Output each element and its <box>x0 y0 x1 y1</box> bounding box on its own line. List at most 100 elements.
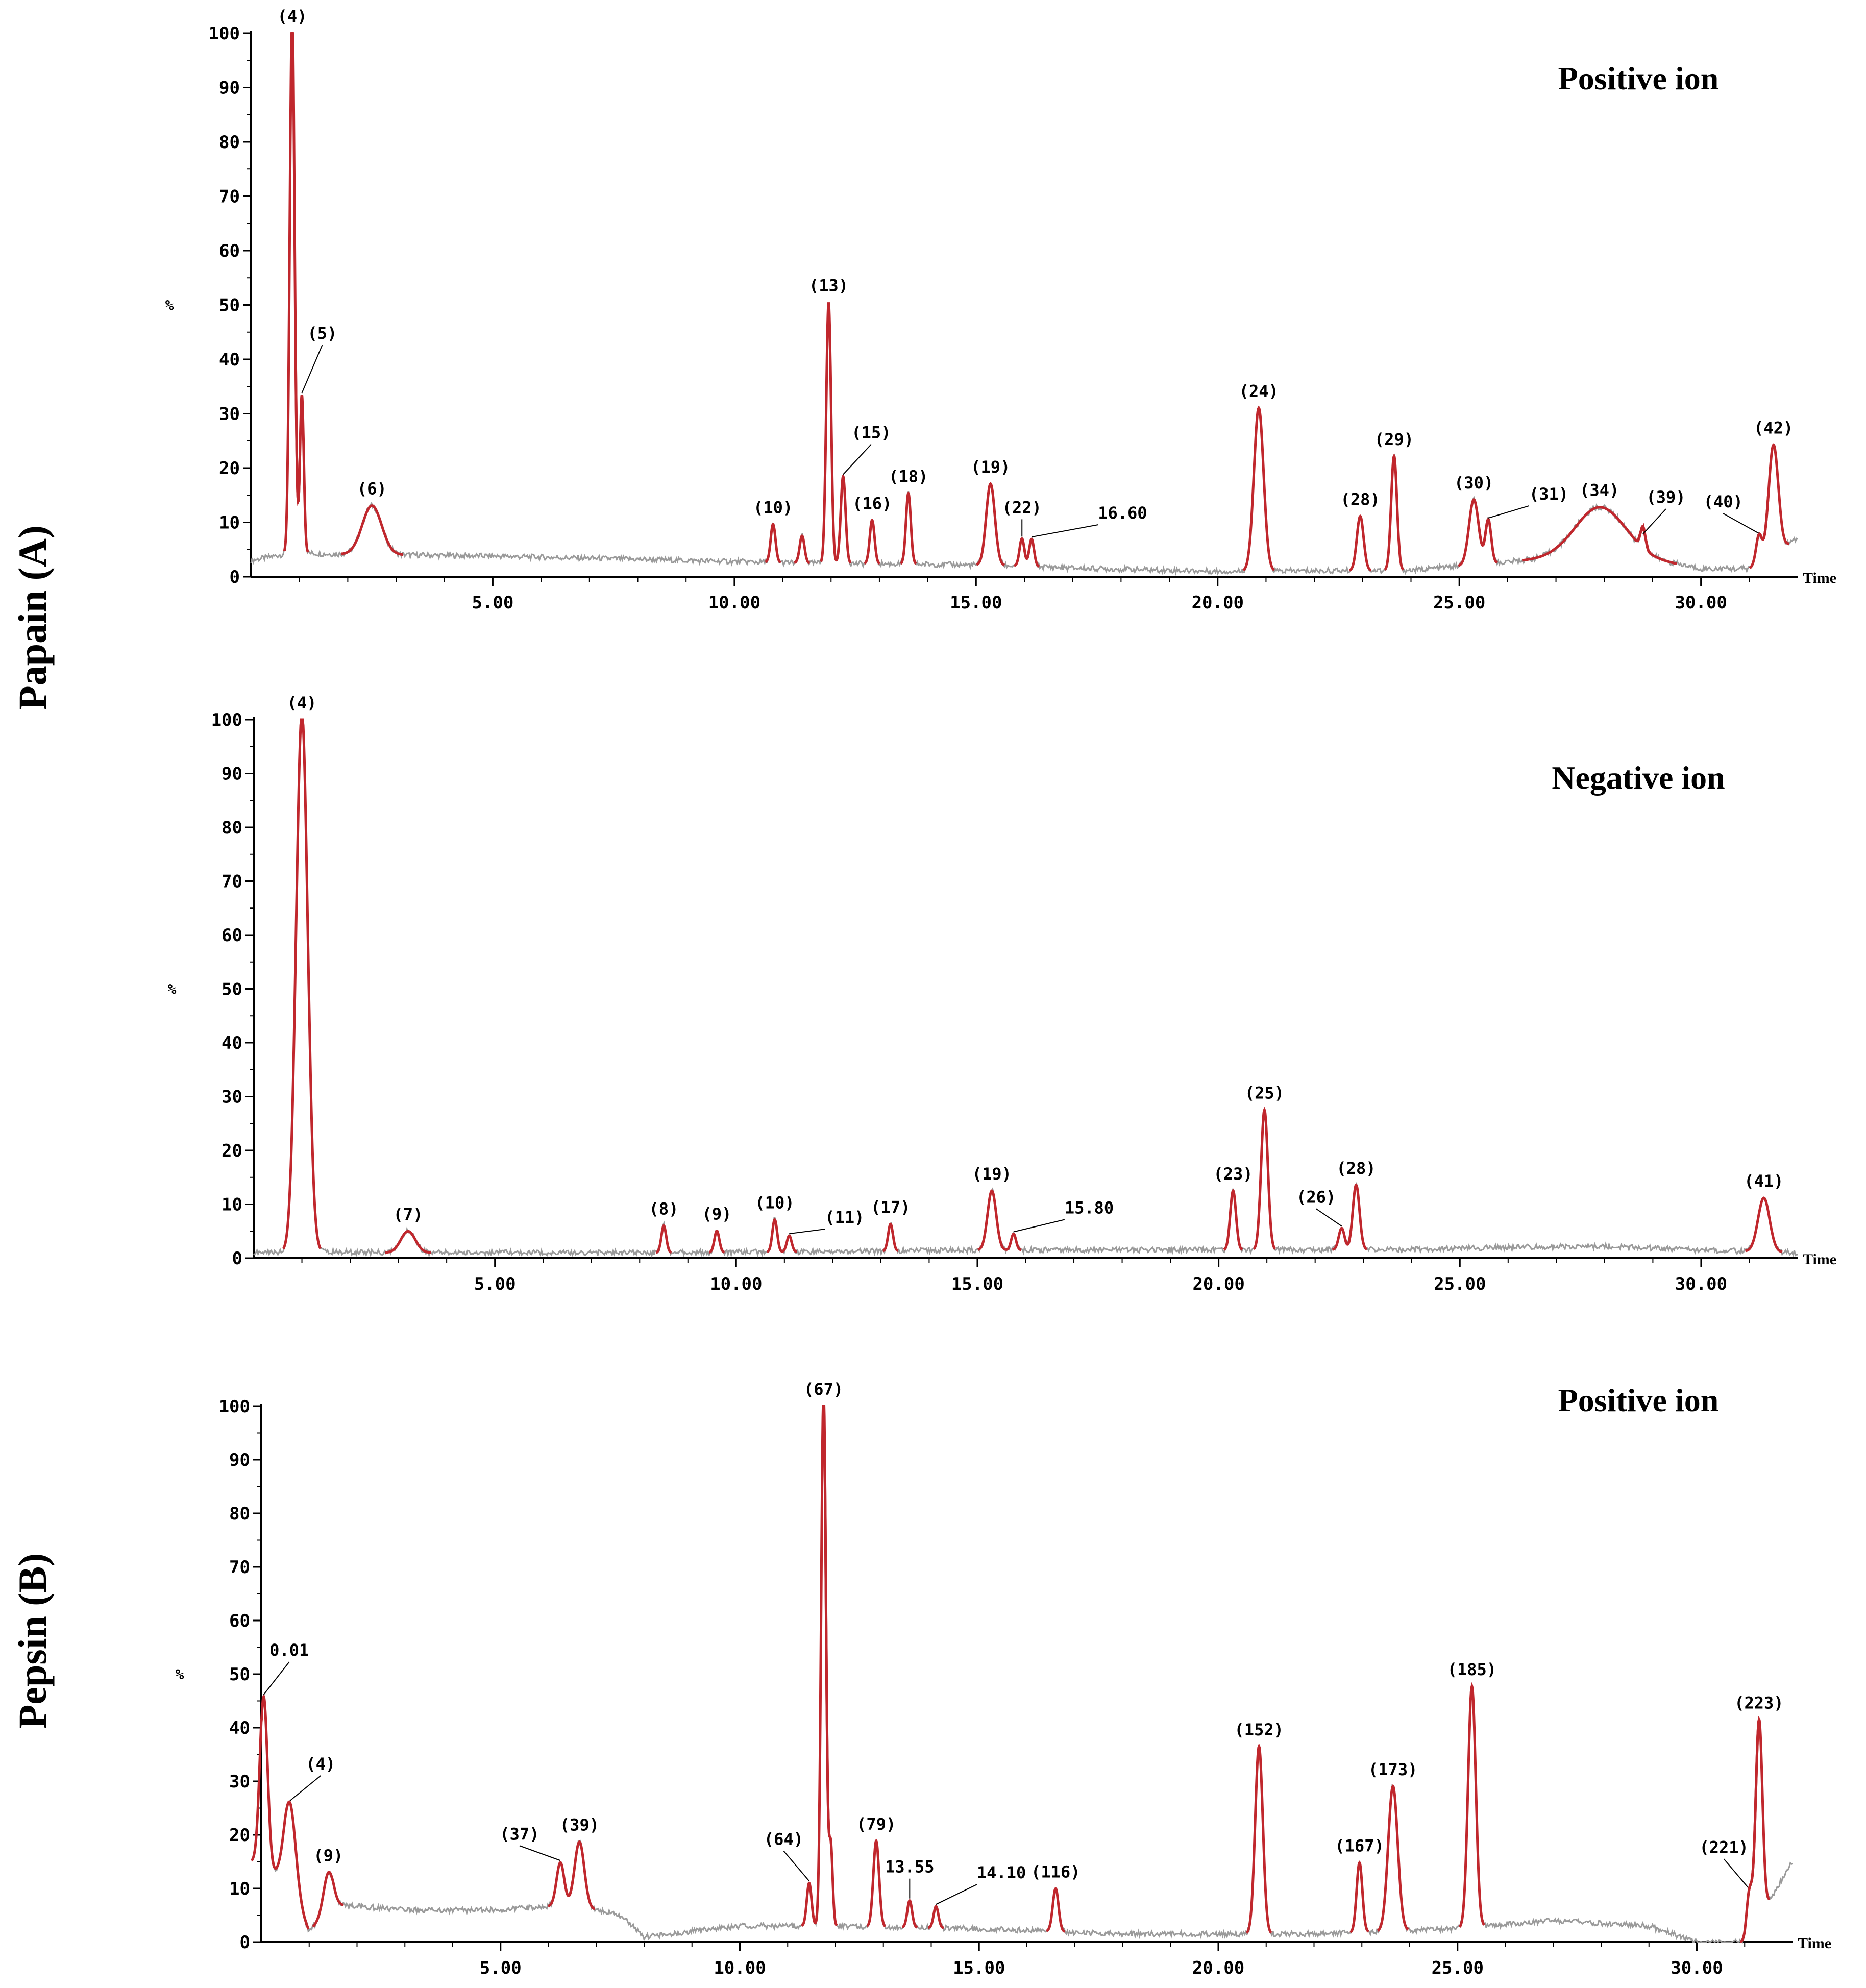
y-tick-label: 0 <box>232 1248 242 1269</box>
peak-mark <box>384 1230 432 1254</box>
y-axis-label: % <box>168 981 177 998</box>
y-tick-label: 30 <box>222 1087 242 1108</box>
chromatogram-trace <box>260 1406 1793 1944</box>
y-tick-label: 40 <box>229 1718 250 1738</box>
x-tick-label: 5.00 <box>474 1274 516 1294</box>
peak-label: (25) <box>1245 1084 1284 1103</box>
peak-mark <box>1745 1196 1783 1254</box>
y-tick-label: 70 <box>229 1557 250 1578</box>
peak-mark <box>1223 1189 1243 1251</box>
peak-mark <box>801 1881 818 1927</box>
peak-mark <box>1005 1232 1022 1251</box>
peak-leader-line <box>1013 1219 1065 1233</box>
peak-mark <box>708 1229 725 1254</box>
peak-leader-line <box>1723 1858 1750 1889</box>
peak-label: 14.10 <box>977 1863 1026 1882</box>
y-tick-label: 60 <box>229 1611 250 1631</box>
peak-label: (11) <box>825 1208 864 1227</box>
x-tick-label: 10.00 <box>714 1958 766 1978</box>
x-tick-label: 25.00 <box>1434 1274 1486 1294</box>
y-tick-label: 0 <box>240 1932 250 1953</box>
x-tick-label: 20.00 <box>1192 593 1244 613</box>
x-tick-label: 15.00 <box>951 1274 1003 1294</box>
peak-label: (22) <box>1002 498 1042 517</box>
y-tick-label: 40 <box>222 1033 242 1053</box>
peak-leader-line <box>301 345 323 394</box>
peak-label: (37) <box>500 1824 539 1844</box>
peak-leader-line <box>1642 508 1666 534</box>
peak-mark <box>823 1439 838 1927</box>
peak-label: (26) <box>1296 1187 1336 1207</box>
y-tick-label: 90 <box>229 1450 250 1470</box>
peak-label: (4) <box>278 7 307 26</box>
x-tick-label: 10.00 <box>710 1274 762 1294</box>
peak-label: (16) <box>852 494 892 513</box>
peak-mark <box>1348 514 1371 572</box>
peak-mark <box>1384 453 1405 571</box>
x-tick-label: 30.00 <box>1675 1274 1727 1294</box>
chart-panel-pepsin-positive: Positive ion 0 10 20 30 40 50 60 70 80 90 100% 5.00 1… <box>176 1380 1832 1978</box>
peak-mark <box>294 358 309 553</box>
y-tick-label: 40 <box>219 350 240 370</box>
peak-mark <box>781 1234 797 1253</box>
peak-label: 16.60 <box>1098 503 1147 523</box>
peak-mark <box>1478 518 1498 564</box>
peak-label: (4) <box>287 693 317 713</box>
y-tick-label: 90 <box>219 78 240 99</box>
peak-label: (19) <box>972 1164 1012 1184</box>
peak-mark <box>1377 1784 1409 1932</box>
peak-mark <box>270 1800 310 1930</box>
x-axis-label: Time <box>1803 570 1836 586</box>
peak-label: (223) <box>1734 1693 1783 1712</box>
peak-mark <box>312 1871 344 1928</box>
peak-mark <box>766 1218 783 1254</box>
peak-mark <box>562 1840 596 1910</box>
peak-label: (31) <box>1529 484 1568 504</box>
peak-label: (116) <box>1031 1862 1080 1881</box>
peak-label: (6) <box>357 479 387 499</box>
peak-mark <box>1245 1743 1272 1934</box>
chart-panel-papain-negative: Negative ion 0 10 20 30 40 50 60 70 80 90 100% 5.00 1… <box>168 693 1837 1294</box>
section-label-papain: Papain (A) <box>10 525 55 710</box>
peak-label: (221) <box>1699 1837 1748 1857</box>
section-label-pepsin: Pepsin (B) <box>10 1553 55 1729</box>
y-tick-label: 30 <box>229 1772 250 1792</box>
peak-mark <box>1747 1716 1771 1900</box>
x-tick-label: 20.00 <box>1192 1958 1244 1978</box>
peak-mark <box>1022 537 1040 568</box>
peak-leader-line <box>783 1850 810 1882</box>
peak-leader-line <box>289 1775 321 1801</box>
peak-mark <box>866 1838 887 1928</box>
y-tick-label: 80 <box>219 132 240 153</box>
x-axis-label: Time <box>1798 1935 1831 1952</box>
y-axis-label: % <box>165 297 174 314</box>
peak-label: (9) <box>702 1204 732 1223</box>
peak-leader-line <box>936 1884 977 1905</box>
peak-mark <box>340 504 403 556</box>
peak-mark <box>1349 1860 1369 1933</box>
peak-mark <box>900 491 917 565</box>
peak-mark <box>1253 1107 1276 1250</box>
peak-mark <box>1242 405 1275 572</box>
peak-leader-line <box>1316 1208 1342 1227</box>
peak-mark <box>882 1222 899 1253</box>
peak-mark <box>765 522 781 564</box>
peak-leader-line <box>1723 513 1759 534</box>
y-tick-label: 50 <box>219 296 240 316</box>
peak-mark <box>977 1189 1006 1251</box>
peak-label: (41) <box>1744 1171 1783 1191</box>
peak-label: (39) <box>560 1815 599 1835</box>
y-tick-label: 0 <box>230 567 240 587</box>
peak-mark <box>901 1899 918 1929</box>
peak-mark <box>1344 1183 1368 1250</box>
peak-label: (15) <box>851 423 891 443</box>
peak-leader-line <box>789 1229 825 1235</box>
x-tick-label: 25.00 <box>1433 593 1485 613</box>
peak-label: (30) <box>1454 473 1493 493</box>
y-tick-label: 80 <box>229 1504 250 1524</box>
peak-label: (17) <box>871 1197 910 1217</box>
peak-label: (152) <box>1235 1720 1284 1739</box>
y-tick-label: 50 <box>222 979 242 1000</box>
peak-label: (67) <box>804 1380 843 1399</box>
